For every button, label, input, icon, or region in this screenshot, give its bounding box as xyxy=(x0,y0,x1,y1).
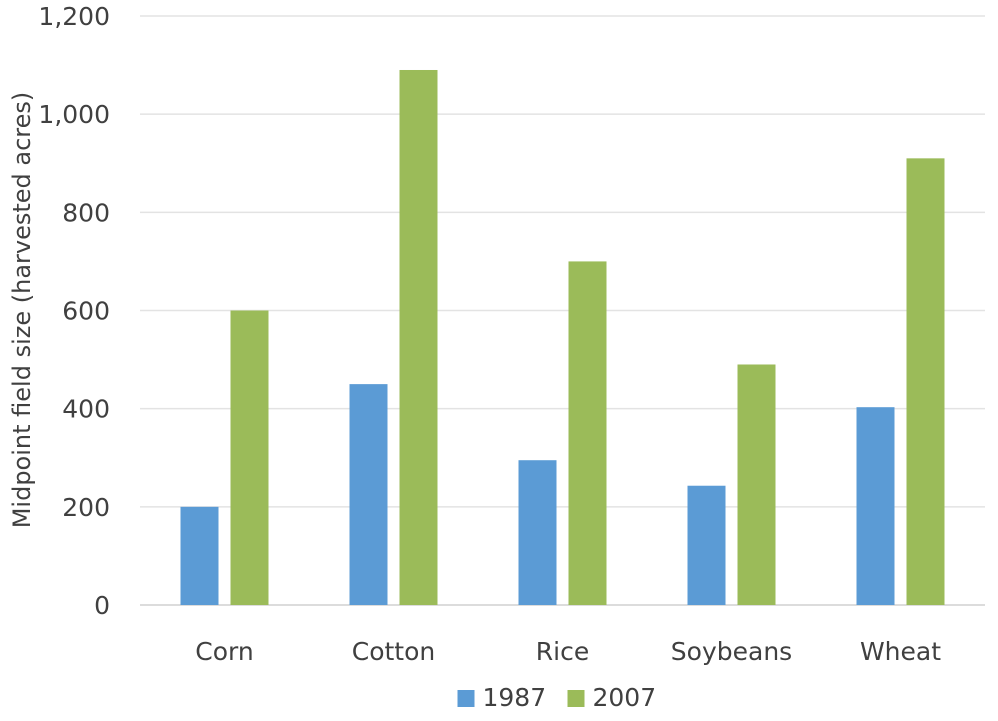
gridlines xyxy=(140,15,985,606)
x-category-label: Wheat xyxy=(860,637,941,666)
bar-2007-wheat xyxy=(906,158,945,605)
bar-1987-corn xyxy=(180,506,219,605)
legend-label-1987: 1987 xyxy=(483,683,547,712)
legend-swatch-2007 xyxy=(567,690,585,707)
y-tick-label: 1,000 xyxy=(38,100,110,129)
y-axis-title: Midpoint field size (harvested acres) xyxy=(8,92,36,529)
bar-2007-soybeans xyxy=(737,364,776,605)
bar-1987-wheat xyxy=(856,407,895,605)
category-labels: Corn Cotton Rice Soybeans Wheat xyxy=(195,637,941,666)
bar-2007-corn xyxy=(230,310,269,605)
legend: 1987 2007 xyxy=(457,683,657,712)
y-axis-ticks: 0 200 400 600 800 1,000 1,200 xyxy=(38,2,110,620)
bar-2007-rice xyxy=(568,261,607,605)
y-tick-label: 200 xyxy=(62,493,110,522)
bar-1987-rice xyxy=(518,460,557,605)
legend-label-2007: 2007 xyxy=(593,683,657,712)
x-category-label: Corn xyxy=(195,637,253,666)
y-tick-label: 600 xyxy=(62,297,110,326)
x-category-label: Soybeans xyxy=(671,637,792,666)
x-category-label: Cotton xyxy=(352,637,436,666)
y-tick-label: 800 xyxy=(62,198,110,227)
x-category-label: Rice xyxy=(536,637,589,666)
bar-2007-cotton xyxy=(399,69,438,605)
y-tick-label: 400 xyxy=(62,395,110,424)
y-tick-label: 1,200 xyxy=(38,2,110,31)
bar-1987-soybeans xyxy=(687,485,726,605)
bars xyxy=(180,69,945,605)
legend-swatch-1987 xyxy=(457,690,475,707)
bar-1987-cotton xyxy=(349,384,388,605)
y-tick-label: 0 xyxy=(94,591,110,620)
